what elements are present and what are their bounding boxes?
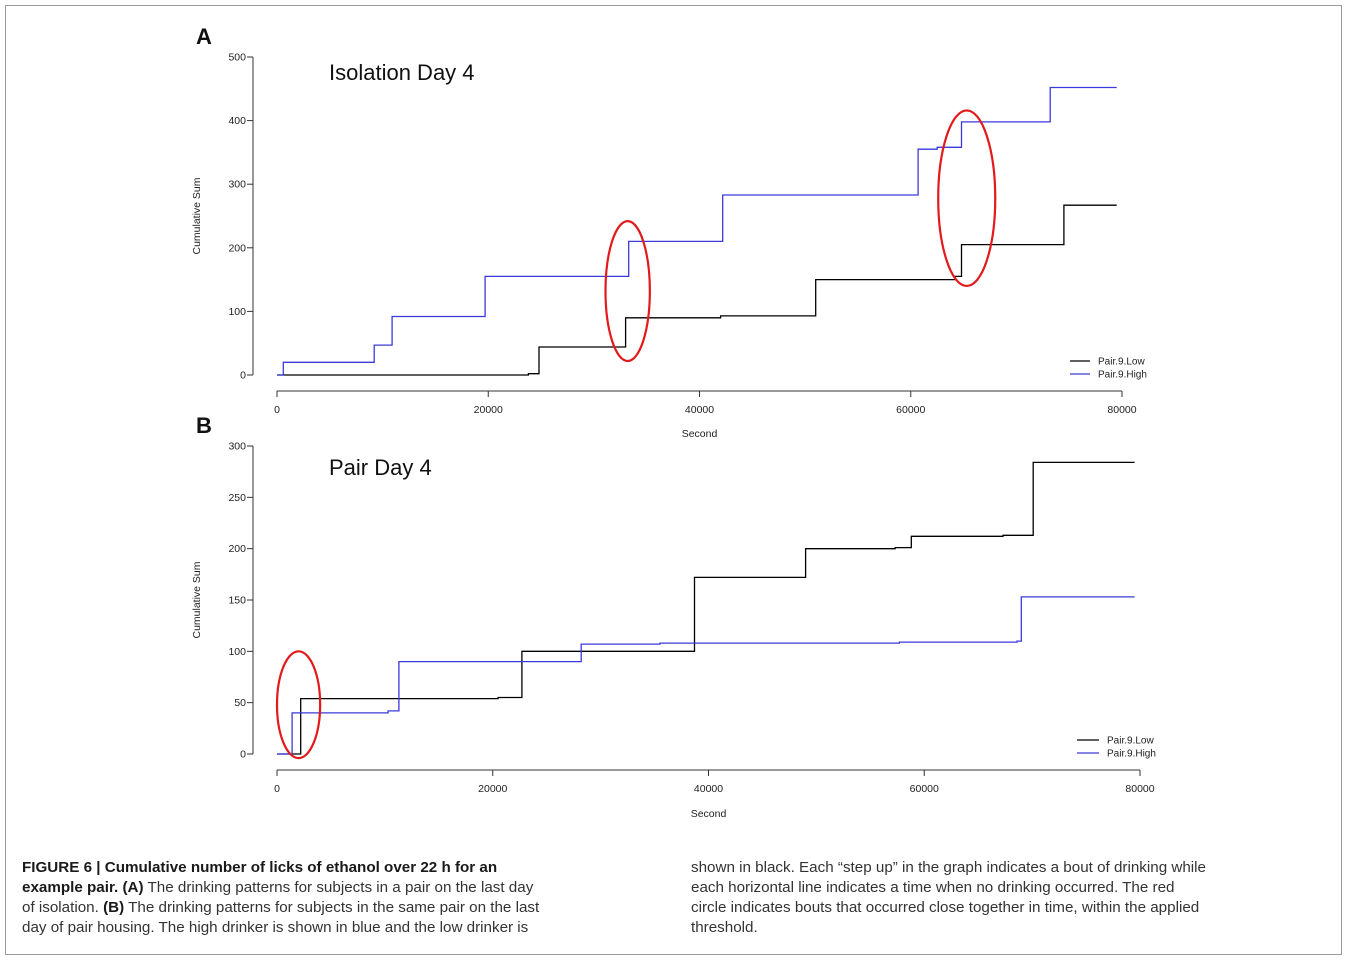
x-axis-label: Second <box>691 808 727 820</box>
y-tick-label: 0 <box>240 749 246 761</box>
caption-text: day of pair housing. The high drinker is… <box>22 919 529 936</box>
caption-text: circle indicates bouts that occurred clo… <box>691 899 1200 916</box>
series-line-pair-9-high <box>277 596 1135 755</box>
figure-caption-left: FIGURE 6 | Cumulative number of licks of… <box>22 858 662 938</box>
y-tick-label: 400 <box>228 115 246 127</box>
caption-line: threshold. <box>691 918 1331 938</box>
legend-label: Pair.9.Low <box>1107 736 1154 747</box>
x-axis-label: Second <box>682 428 718 440</box>
x-tick-label: 80000 <box>1107 404 1136 416</box>
legend-label: Pair.9.Low <box>1098 357 1145 368</box>
caption-bold-text: (B) <box>103 899 125 916</box>
caption-line: example pair. (A) The drinking patterns … <box>22 878 662 898</box>
highlight-ellipse <box>937 109 997 288</box>
caption-text: shown in black. Each “step up” in the gr… <box>691 859 1206 876</box>
caption-line: shown in black. Each “step up” in the gr… <box>691 858 1331 878</box>
y-tick-label: 250 <box>228 492 246 504</box>
y-tick-label: 0 <box>240 370 246 382</box>
series-line-pair-9-low <box>277 461 1135 755</box>
y-tick-label: 200 <box>228 242 246 254</box>
y-axis-label: Cumulative Sum <box>191 177 203 254</box>
y-tick-label: 300 <box>228 441 246 453</box>
caption-bold-text: example pair. (A) <box>22 879 144 896</box>
y-tick-label: 200 <box>228 543 246 555</box>
caption-text: The drinking patterns for subjects in a … <box>143 879 534 896</box>
series-line-pair-9-low <box>277 204 1117 376</box>
y-axis-label: Cumulative Sum <box>191 561 203 638</box>
caption-text: threshold. <box>691 919 758 936</box>
y-tick-label: 100 <box>228 646 246 658</box>
legend-label: Pair.9.High <box>1107 749 1156 760</box>
caption-line: FIGURE 6 | Cumulative number of licks of… <box>22 858 662 878</box>
chart-panel-b: B Pair Day 4 0 20000 40000 60000 80000 Second 0 5… <box>191 413 1156 820</box>
x-tick-label: 60000 <box>910 783 939 795</box>
legend-label: Pair.9.High <box>1098 370 1147 381</box>
y-tick-label: 500 <box>228 52 246 64</box>
panel-label: A <box>196 24 212 49</box>
chart-legend: Pair.9.Low Pair.9.High <box>1077 736 1156 760</box>
caption-line: each horizontal line indicates a time wh… <box>691 878 1331 898</box>
x-tick-label: 0 <box>274 404 280 416</box>
y-tick-label: 300 <box>228 179 246 191</box>
x-tick-label: 0 <box>274 783 280 795</box>
highlight-ellipse <box>604 219 651 363</box>
x-tick-label: 20000 <box>478 783 507 795</box>
caption-line: of isolation. (B) The drinking patterns … <box>22 898 662 918</box>
caption-line: day of pair housing. The high drinker is… <box>22 918 662 938</box>
caption-text: of isolation. <box>22 899 104 916</box>
figure-frame <box>5 5 1342 955</box>
caption-bold-text: FIGURE 6 | Cumulative number of licks of… <box>22 859 498 876</box>
caption-line: circle indicates bouts that occurred clo… <box>691 898 1331 918</box>
x-tick-label: 20000 <box>474 404 503 416</box>
chart-panel-a: A Isolation Day 4 0 20000 40000 60000 80000 Sec… <box>191 24 1147 440</box>
x-tick-label: 40000 <box>685 404 714 416</box>
y-tick-label: 100 <box>228 306 246 318</box>
caption-text: each horizontal line indicates a time wh… <box>691 879 1175 896</box>
highlight-ellipse <box>275 650 322 760</box>
panel-label: B <box>196 413 212 438</box>
y-tick-label: 150 <box>228 595 246 607</box>
x-tick-label: 60000 <box>896 404 925 416</box>
x-tick-label: 80000 <box>1125 783 1154 795</box>
chart-title: Pair Day 4 <box>329 455 432 480</box>
series-line-pair-9-high <box>277 86 1117 376</box>
figure-caption-right: shown in black. Each “step up” in the gr… <box>691 858 1331 938</box>
chart-legend: Pair.9.Low Pair.9.High <box>1070 357 1147 381</box>
y-tick-label: 50 <box>234 697 246 709</box>
caption-text: The drinking patterns for subjects in th… <box>124 899 540 916</box>
x-tick-label: 40000 <box>694 783 723 795</box>
chart-title: Isolation Day 4 <box>329 60 475 85</box>
